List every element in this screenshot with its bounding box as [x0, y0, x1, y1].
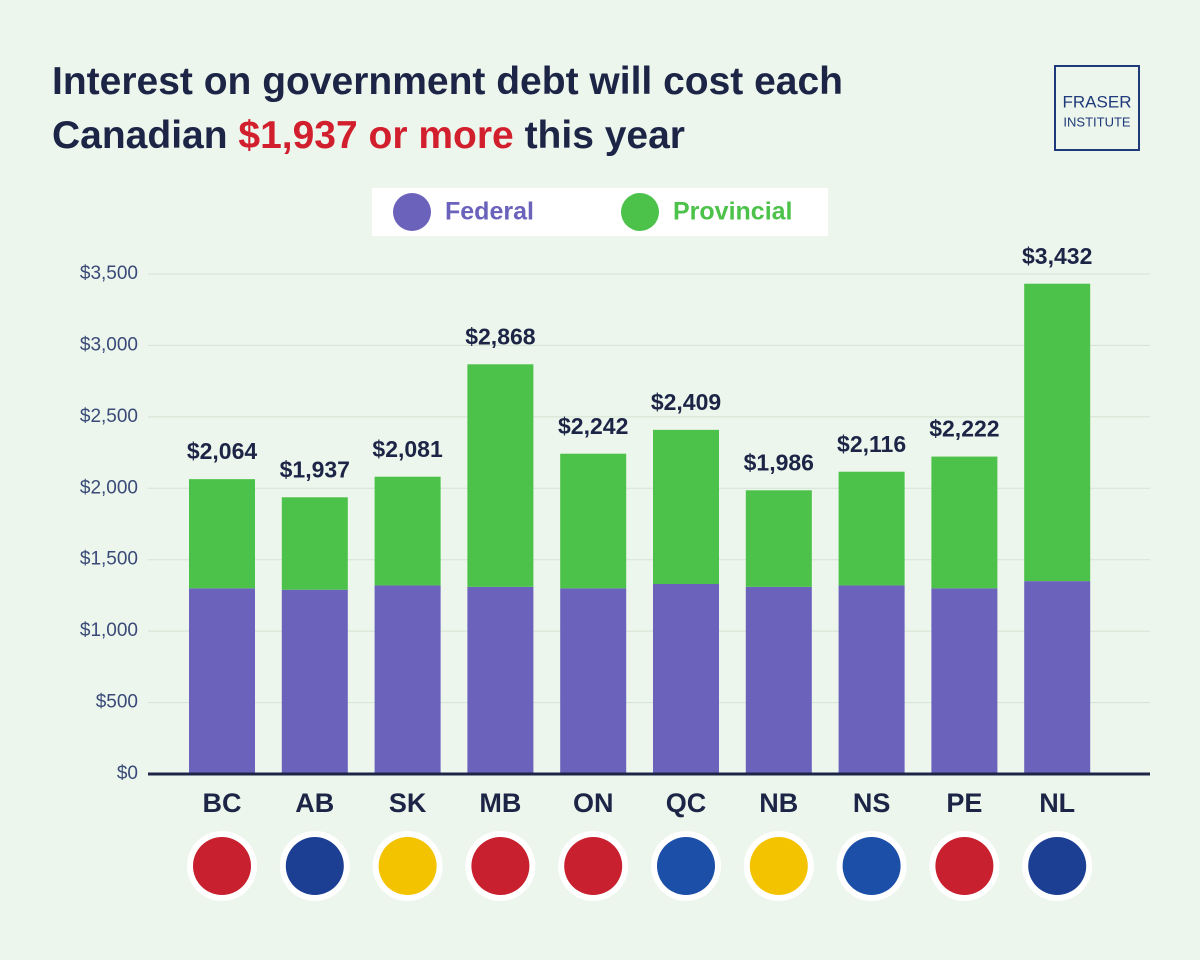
y-tick-label: $3,500: [80, 263, 138, 284]
total-label: $2,868: [465, 323, 536, 349]
y-tick-label: $2,000: [80, 477, 138, 498]
title-line: Interest on government debt will cost ea…: [52, 60, 843, 103]
flag-icon: [285, 837, 344, 895]
bar-segment: [653, 584, 719, 774]
title-part: this year: [525, 114, 685, 157]
title-part: Canadian: [52, 114, 228, 157]
bar-segment: [560, 588, 627, 774]
flag-icon: [935, 837, 994, 895]
y-tick-label: $500: [96, 692, 138, 713]
x-tick-label: NL: [1039, 788, 1075, 818]
x-tick-label: PE: [946, 788, 982, 818]
bar-segment: [931, 588, 998, 774]
bar-segment: [653, 429, 719, 584]
total-label: $2,222: [929, 416, 999, 442]
y-tick-label: $1,500: [80, 549, 138, 570]
x-tick-label: MB: [479, 788, 521, 818]
y-tick-label: $2,500: [80, 406, 138, 427]
x-tick-label: NS: [853, 788, 891, 818]
x-tick-label: AB: [295, 788, 334, 818]
y-tick-label: $0: [117, 763, 138, 784]
total-label: $2,064: [187, 438, 258, 464]
chart-title: Interest on government debt will cost ea…: [52, 60, 843, 103]
logo-text: INSTITUTE: [1063, 114, 1130, 129]
logo-box: [1054, 65, 1140, 151]
total-label: $1,986: [744, 449, 814, 475]
legend-box: [372, 188, 828, 236]
total-label: $2,116: [837, 431, 906, 457]
legend-swatch: [621, 193, 659, 231]
legend-swatch: [393, 193, 431, 231]
bar-segment: [374, 585, 441, 774]
bar-segment: [931, 456, 998, 589]
total-label: $2,242: [558, 413, 628, 439]
bar-segment: [281, 497, 348, 590]
bar-segment: [467, 586, 534, 774]
flag-icon: [564, 837, 623, 895]
bar-segment: [189, 479, 255, 589]
x-tick-label: ON: [573, 788, 614, 818]
total-label: $1,937: [280, 456, 350, 482]
chart-title: Canadian $1,937 or more this year: [52, 114, 685, 157]
flag-icon: [378, 837, 437, 895]
bar-segment: [1024, 283, 1091, 582]
flag-icon: [471, 837, 530, 895]
total-label: $2,409: [651, 389, 721, 415]
x-tick-label: NB: [759, 788, 798, 818]
total-label: $2,081: [372, 436, 443, 462]
flag-icon: [657, 837, 715, 895]
bar-segment: [560, 453, 627, 589]
bar-segment: [745, 490, 812, 587]
bar-segment: [838, 585, 905, 774]
flag-icon: [842, 837, 901, 895]
bar-segment: [374, 476, 441, 586]
x-tick-label: SK: [389, 788, 427, 818]
total-label: $3,432: [1022, 243, 1092, 269]
y-tick-label: $1,000: [80, 620, 138, 641]
flag-icon: [749, 837, 808, 895]
bar-segment: [467, 364, 534, 587]
logo-text: FRASER: [1063, 92, 1132, 111]
legend-label: Provincial: [673, 198, 793, 226]
y-tick-label: $3,000: [80, 334, 138, 355]
bar-segment: [189, 588, 255, 774]
bar-segment: [1024, 581, 1091, 774]
x-tick-label: QC: [666, 788, 707, 818]
flag-icon: [193, 837, 251, 895]
bar-segment: [281, 589, 348, 774]
bar-segment: [838, 471, 905, 586]
legend-label: Federal: [445, 198, 534, 226]
bar-segment: [745, 586, 812, 774]
title-highlight: $1,937 or more: [238, 114, 513, 157]
flag-icon: [1028, 837, 1087, 895]
x-tick-label: BC: [203, 788, 242, 818]
